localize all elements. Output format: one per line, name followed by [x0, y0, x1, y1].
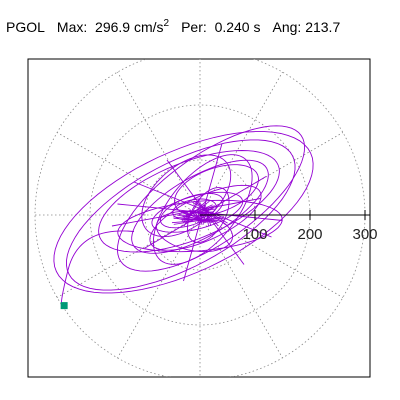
- orbit-loop-10: [141, 154, 232, 238]
- angle-value: 213.7: [305, 19, 341, 35]
- period-value: 0.240 s: [214, 19, 261, 35]
- orbit-loop-13: [53, 131, 314, 294]
- orbit-loop-8: [117, 199, 283, 253]
- core-stroke-33: [182, 200, 207, 223]
- grid-spoke-300: [199, 214, 283, 359]
- end-marker: [60, 302, 68, 310]
- orbit-loop-7: [66, 139, 296, 291]
- core-stroke-25: [182, 204, 213, 219]
- grid-spoke-120: [117, 71, 201, 216]
- core-stroke-36: [193, 210, 201, 220]
- orbit-loop-5: [98, 150, 280, 253]
- grid-spoke-150: [56, 132, 201, 216]
- chart-header: PGOL Max: 296.9 cm/s2 Per: 0.240 s Ang: 213…: [6, 18, 341, 36]
- grid-spoke-330: [199, 214, 344, 298]
- radial-tick-label-300: 300: [352, 226, 377, 243]
- core-stroke-38: [185, 207, 214, 216]
- max-value: 296.9: [95, 19, 131, 35]
- max-unit: cm/s: [133, 19, 164, 35]
- grid-spoke-60: [199, 71, 283, 216]
- orbit-loop-2: [151, 191, 244, 233]
- core-stroke-31: [182, 211, 208, 223]
- core-stroke-34: [173, 216, 225, 225]
- core-stroke-20: [183, 197, 201, 227]
- radial-ticks: 100 200 300: [242, 210, 378, 243]
- angle-label: Ang:: [272, 19, 302, 35]
- grid-spoke-210: [56, 214, 201, 298]
- orbit-loop-9: [152, 154, 253, 265]
- max-label: Max:: [56, 19, 88, 35]
- peak-marker: [60, 302, 68, 310]
- grid-spoke-240: [117, 214, 201, 359]
- orbit-loop-11: [174, 164, 259, 217]
- orbit-loop-12: [155, 210, 234, 253]
- radial-tick-label-100: 100: [242, 226, 267, 243]
- grid-spoke-30: [199, 132, 344, 216]
- period-label: Per:: [181, 19, 207, 35]
- orbit-loop-3: [149, 184, 262, 251]
- radial-tick-label-200: 200: [297, 226, 322, 243]
- core-stroke-39: [177, 214, 214, 223]
- core-stroke-37: [198, 210, 209, 223]
- orbit-loop-4: [131, 159, 269, 254]
- orbit-loop-6: [116, 125, 306, 272]
- orbit-loop-14: [187, 187, 230, 243]
- max-unit-exponent: 2: [163, 18, 170, 29]
- station-code: PGOL: [6, 19, 45, 35]
